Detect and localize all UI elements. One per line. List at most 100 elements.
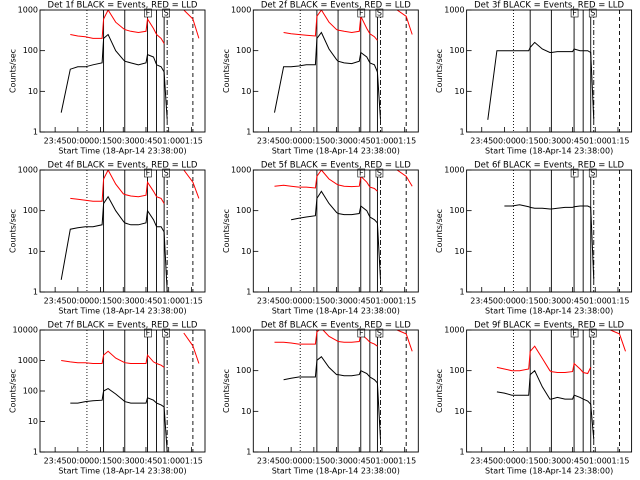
y-tick-label: 100 xyxy=(236,46,251,55)
annotation: S xyxy=(164,169,169,178)
plot-frame xyxy=(466,169,633,293)
x-tick-label: 01:00 xyxy=(157,297,180,306)
x-tick-label: 00:45 xyxy=(348,137,371,146)
x-tick-label: 23:45 xyxy=(470,297,493,306)
panel-title: Det 2f BLACK = Events, RED = LLD xyxy=(261,1,411,11)
series-line xyxy=(70,388,168,452)
annotation-box xyxy=(162,168,170,178)
annotation-box xyxy=(375,8,384,18)
x-tick-label: 01:15 xyxy=(606,137,629,146)
x-tick-label: 00:00 xyxy=(280,457,303,466)
x-tick-label: 23:45 xyxy=(470,137,493,146)
panel-title: Det 9f BLACK = Events, RED = LLD xyxy=(474,321,624,331)
annotation: F xyxy=(572,329,577,338)
y-tick-label: 100 xyxy=(449,366,464,375)
y-axis-label: Counts/sec xyxy=(435,209,444,253)
plot-frame xyxy=(466,329,633,453)
y-tick-label: 100 xyxy=(23,46,38,55)
y-tick-label: 1000 xyxy=(231,166,251,175)
y-tick-label: 1000 xyxy=(18,6,38,15)
y-tick-label: 100 xyxy=(236,366,251,375)
y-tick-label: 100 xyxy=(449,206,464,215)
series-line xyxy=(274,330,413,352)
x-tick-label: 01:15 xyxy=(393,137,416,146)
panel-title: Det 7f BLACK = Events, RED = LLD xyxy=(48,321,198,331)
annotation-box xyxy=(570,8,579,18)
series-line xyxy=(496,330,626,375)
x-tick-label: 00:45 xyxy=(348,457,371,466)
annotation: F xyxy=(146,329,151,338)
annotation: S xyxy=(164,9,169,18)
x-tick-label: 00:30 xyxy=(325,457,348,466)
x-tick-label: 00:30 xyxy=(112,457,135,466)
panel-title: Det 3f BLACK = Events, RED = LLD xyxy=(474,1,624,11)
x-tick-label: 00:45 xyxy=(561,457,584,466)
x-tick-label: 00:15 xyxy=(89,457,112,466)
x-tick-label: 00:45 xyxy=(134,457,157,466)
x-tick-label: 23:45 xyxy=(470,457,493,466)
series-line xyxy=(60,33,168,120)
y-axis-label: Counts/sec xyxy=(435,49,444,93)
y-tick-label: 100 xyxy=(23,387,38,396)
panel: Det 7f BLACK = Events, RED = LLD Start Ti… xyxy=(9,321,206,476)
x-tick-label: 00:30 xyxy=(112,137,135,146)
panel: Det 4f BLACK = Events, RED = LLD Start Ti… xyxy=(9,161,206,316)
y-tick-label: 1000 xyxy=(444,326,464,335)
x-tick-label: 00:00 xyxy=(66,457,89,466)
y-tick-label: 1 xyxy=(33,448,38,457)
series-line xyxy=(283,10,413,41)
x-tick-label: 00:15 xyxy=(302,137,325,146)
annotation: S xyxy=(164,329,169,338)
series-line xyxy=(61,332,200,368)
annotation: F xyxy=(359,9,364,18)
x-tick-label: 00:00 xyxy=(493,297,516,306)
series-line xyxy=(70,10,200,44)
y-tick-label: 1 xyxy=(246,448,251,457)
x-tick-label: 01:00 xyxy=(370,457,393,466)
x-tick-label: 01:15 xyxy=(606,297,629,306)
annotation-box xyxy=(144,328,152,338)
x-axis-label: Start Time (18-Apr-14 23:38:00) xyxy=(485,147,613,156)
x-tick-label: 01:00 xyxy=(584,297,607,306)
x-tick-label: 00:00 xyxy=(66,297,89,306)
x-tick-label: 23:45 xyxy=(44,137,67,146)
y-tick-label: 10 xyxy=(241,247,251,256)
y-axis-label: Counts/sec xyxy=(9,369,18,413)
panel: Det 8f BLACK = Events, RED = LLD Start Ti… xyxy=(222,321,419,476)
series-line xyxy=(291,190,381,280)
x-tick-label: 00:30 xyxy=(538,137,561,146)
x-tick-label: 01:00 xyxy=(157,457,180,466)
annotation: F xyxy=(572,9,577,18)
panel: Det 2f BLACK = Events, RED = LLD Start Ti… xyxy=(222,1,419,156)
series-line xyxy=(60,195,168,292)
plot-frame xyxy=(39,169,206,293)
panel: Det 6f BLACK = Events, RED = LLD Start Ti… xyxy=(435,161,633,316)
panel-title: Det 4f BLACK = Events, RED = LLD xyxy=(48,161,198,171)
series-line xyxy=(283,355,381,440)
x-tick-label: 00:00 xyxy=(493,457,516,466)
y-tick-label: 10 xyxy=(28,247,38,256)
x-axis-label: Start Time (18-Apr-14 23:38:00) xyxy=(58,467,186,476)
annotation: F xyxy=(146,9,151,18)
annotation: F xyxy=(146,169,151,178)
annotation: S xyxy=(377,169,382,178)
y-tick-label: 10000 xyxy=(13,326,38,335)
y-tick-label: 10 xyxy=(454,247,464,256)
x-tick-label: 23:45 xyxy=(257,137,280,146)
y-tick-label: 1 xyxy=(246,288,251,297)
y-tick-label: 1000 xyxy=(231,6,251,15)
annotation-box xyxy=(570,168,579,178)
annotation-box xyxy=(144,8,152,18)
annotation-box xyxy=(588,168,597,178)
x-tick-label: 00:00 xyxy=(66,137,89,146)
x-tick-label: 01:15 xyxy=(606,457,629,466)
y-tick-label: 100 xyxy=(449,46,464,55)
annotation-box xyxy=(162,8,170,18)
x-tick-label: 23:45 xyxy=(257,457,280,466)
x-tick-label: 01:00 xyxy=(584,137,607,146)
plot-frame xyxy=(252,9,419,133)
x-tick-label: 00:45 xyxy=(134,137,157,146)
x-tick-label: 00:15 xyxy=(302,297,325,306)
x-tick-label: 01:00 xyxy=(584,457,607,466)
